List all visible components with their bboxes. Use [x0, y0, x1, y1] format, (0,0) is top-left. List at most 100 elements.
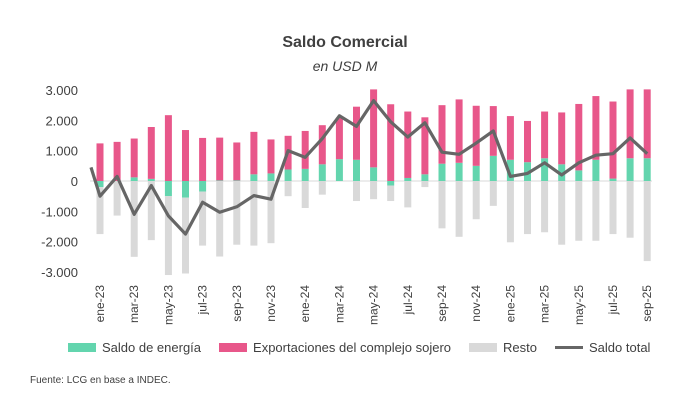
legend-swatch — [68, 343, 96, 352]
bar-exportaciones-soja — [335, 117, 343, 160]
bar-exportaciones-soja — [643, 89, 651, 159]
bar-exportaciones-soja — [96, 143, 104, 181]
y-tick-label: -1.000 — [41, 204, 78, 219]
bar-exportaciones-soja — [438, 105, 446, 164]
bar-exportaciones-soja — [130, 138, 138, 178]
bar-resto — [387, 185, 395, 202]
bar-resto — [558, 181, 566, 245]
bar-resto — [130, 181, 138, 257]
bar-exportaciones-soja — [182, 130, 189, 181]
bar-saldo-energia — [301, 168, 309, 181]
bar-resto — [404, 181, 412, 208]
bar-exportaciones-soja — [524, 120, 531, 163]
bar-exportaciones-soja — [626, 89, 634, 159]
bar-resto — [575, 181, 583, 241]
x-tick-label: ene-24 — [298, 285, 312, 323]
bar-saldo-energia — [182, 181, 189, 198]
chart-subtitle: en USD M — [312, 58, 378, 74]
bar-resto — [643, 181, 651, 262]
legend-item-total: Saldo total — [555, 340, 650, 355]
bar-exportaciones-soja — [267, 139, 275, 174]
y-tick-label: 3.000 — [45, 83, 78, 98]
bar-resto — [541, 181, 549, 233]
bar-exportaciones-soja — [609, 101, 617, 179]
bar-exportaciones-soja — [250, 131, 258, 175]
bar-saldo-energia — [438, 163, 446, 181]
bar-exportaciones-soja — [541, 111, 549, 159]
bar-saldo-energia — [96, 181, 104, 188]
bar-saldo-energia — [370, 167, 378, 181]
bar-resto — [96, 187, 104, 235]
bar-saldo-energia — [643, 158, 651, 181]
bar-resto — [626, 181, 634, 238]
bar-resto — [609, 181, 617, 235]
bar-exportaciones-soja — [575, 103, 583, 171]
bar-saldo-energia — [558, 164, 566, 181]
bar-saldo-energia — [216, 180, 224, 181]
x-tick-label: mar-25 — [538, 285, 552, 323]
bar-exportaciones-soja — [147, 127, 155, 179]
x-tick-label: may-23 — [161, 285, 175, 325]
bar-saldo-energia — [147, 178, 155, 181]
bar-resto — [250, 181, 258, 246]
bar-resto — [284, 181, 292, 197]
bar-exportaciones-soja — [370, 89, 378, 168]
legend-label: Exportaciones del complejo sojero — [253, 340, 452, 355]
bar-resto — [524, 181, 531, 235]
bar-exportaciones-soja — [353, 106, 360, 160]
bar-resto — [472, 181, 480, 220]
bar-saldo-energia — [489, 155, 497, 181]
bar-saldo-energia — [284, 169, 292, 181]
bar-saldo-energia — [609, 178, 617, 181]
bar-exportaciones-soja — [233, 142, 241, 181]
y-tick-label: 2.000 — [45, 113, 78, 128]
x-tick-label: ene-23 — [93, 285, 107, 323]
bar-saldo-energia — [541, 158, 549, 181]
x-tick-label: mar-24 — [332, 285, 346, 323]
legend-swatch — [219, 343, 248, 352]
bar-exportaciones-soja — [592, 96, 600, 160]
bar-saldo-energia — [233, 180, 241, 181]
x-tick-label: sep-25 — [640, 285, 654, 322]
bar-resto — [455, 181, 463, 237]
bar-saldo-energia — [455, 162, 463, 181]
bar-saldo-energia — [335, 159, 343, 181]
legend: Saldo de energía Exportaciones del compl… — [68, 340, 650, 355]
bar-saldo-energia — [506, 159, 514, 181]
bar-resto — [438, 181, 446, 229]
bar-saldo-energia — [404, 177, 412, 181]
bar-exportaciones-soja — [301, 130, 309, 169]
bar-saldo-energia — [353, 159, 360, 181]
legend-line — [555, 346, 583, 349]
y-tick-label: -2.000 — [41, 235, 78, 250]
bar-resto — [489, 181, 497, 206]
bar-saldo-energia — [472, 165, 480, 181]
bar-resto — [164, 196, 172, 276]
bar-saldo-energia — [199, 181, 207, 192]
bar-resto — [233, 181, 241, 245]
bar-resto — [592, 181, 600, 241]
bar-saldo-energia — [626, 158, 634, 181]
source-note: Fuente: LCG en base a INDEC. — [30, 375, 171, 386]
bar-exportaciones-soja — [558, 112, 566, 165]
y-tick-label: 0 — [71, 174, 78, 189]
x-tick-label: nov-23 — [264, 285, 278, 322]
bar-exportaciones-soja — [318, 125, 326, 165]
x-tick-label: ene-25 — [503, 285, 517, 323]
legend-item-soja: Exportaciones del complejo sojero — [219, 340, 451, 355]
x-tick-label: mar-23 — [127, 285, 141, 323]
bar-exportaciones-soja — [421, 117, 429, 175]
bar-exportaciones-soja — [164, 115, 172, 181]
bar-saldo-energia — [318, 164, 326, 181]
legend-swatch — [469, 343, 498, 352]
legend-item-energia: Saldo de energía — [68, 340, 201, 355]
y-tick-label: 1.000 — [45, 144, 78, 159]
legend-item-resto: Resto — [469, 340, 537, 355]
bar-resto — [199, 191, 207, 246]
bar-exportaciones-soja — [404, 111, 412, 178]
bar-saldo-energia — [592, 159, 600, 181]
bar-saldo-energia — [267, 173, 275, 181]
bar-resto — [506, 181, 514, 243]
bar-resto — [267, 181, 275, 244]
